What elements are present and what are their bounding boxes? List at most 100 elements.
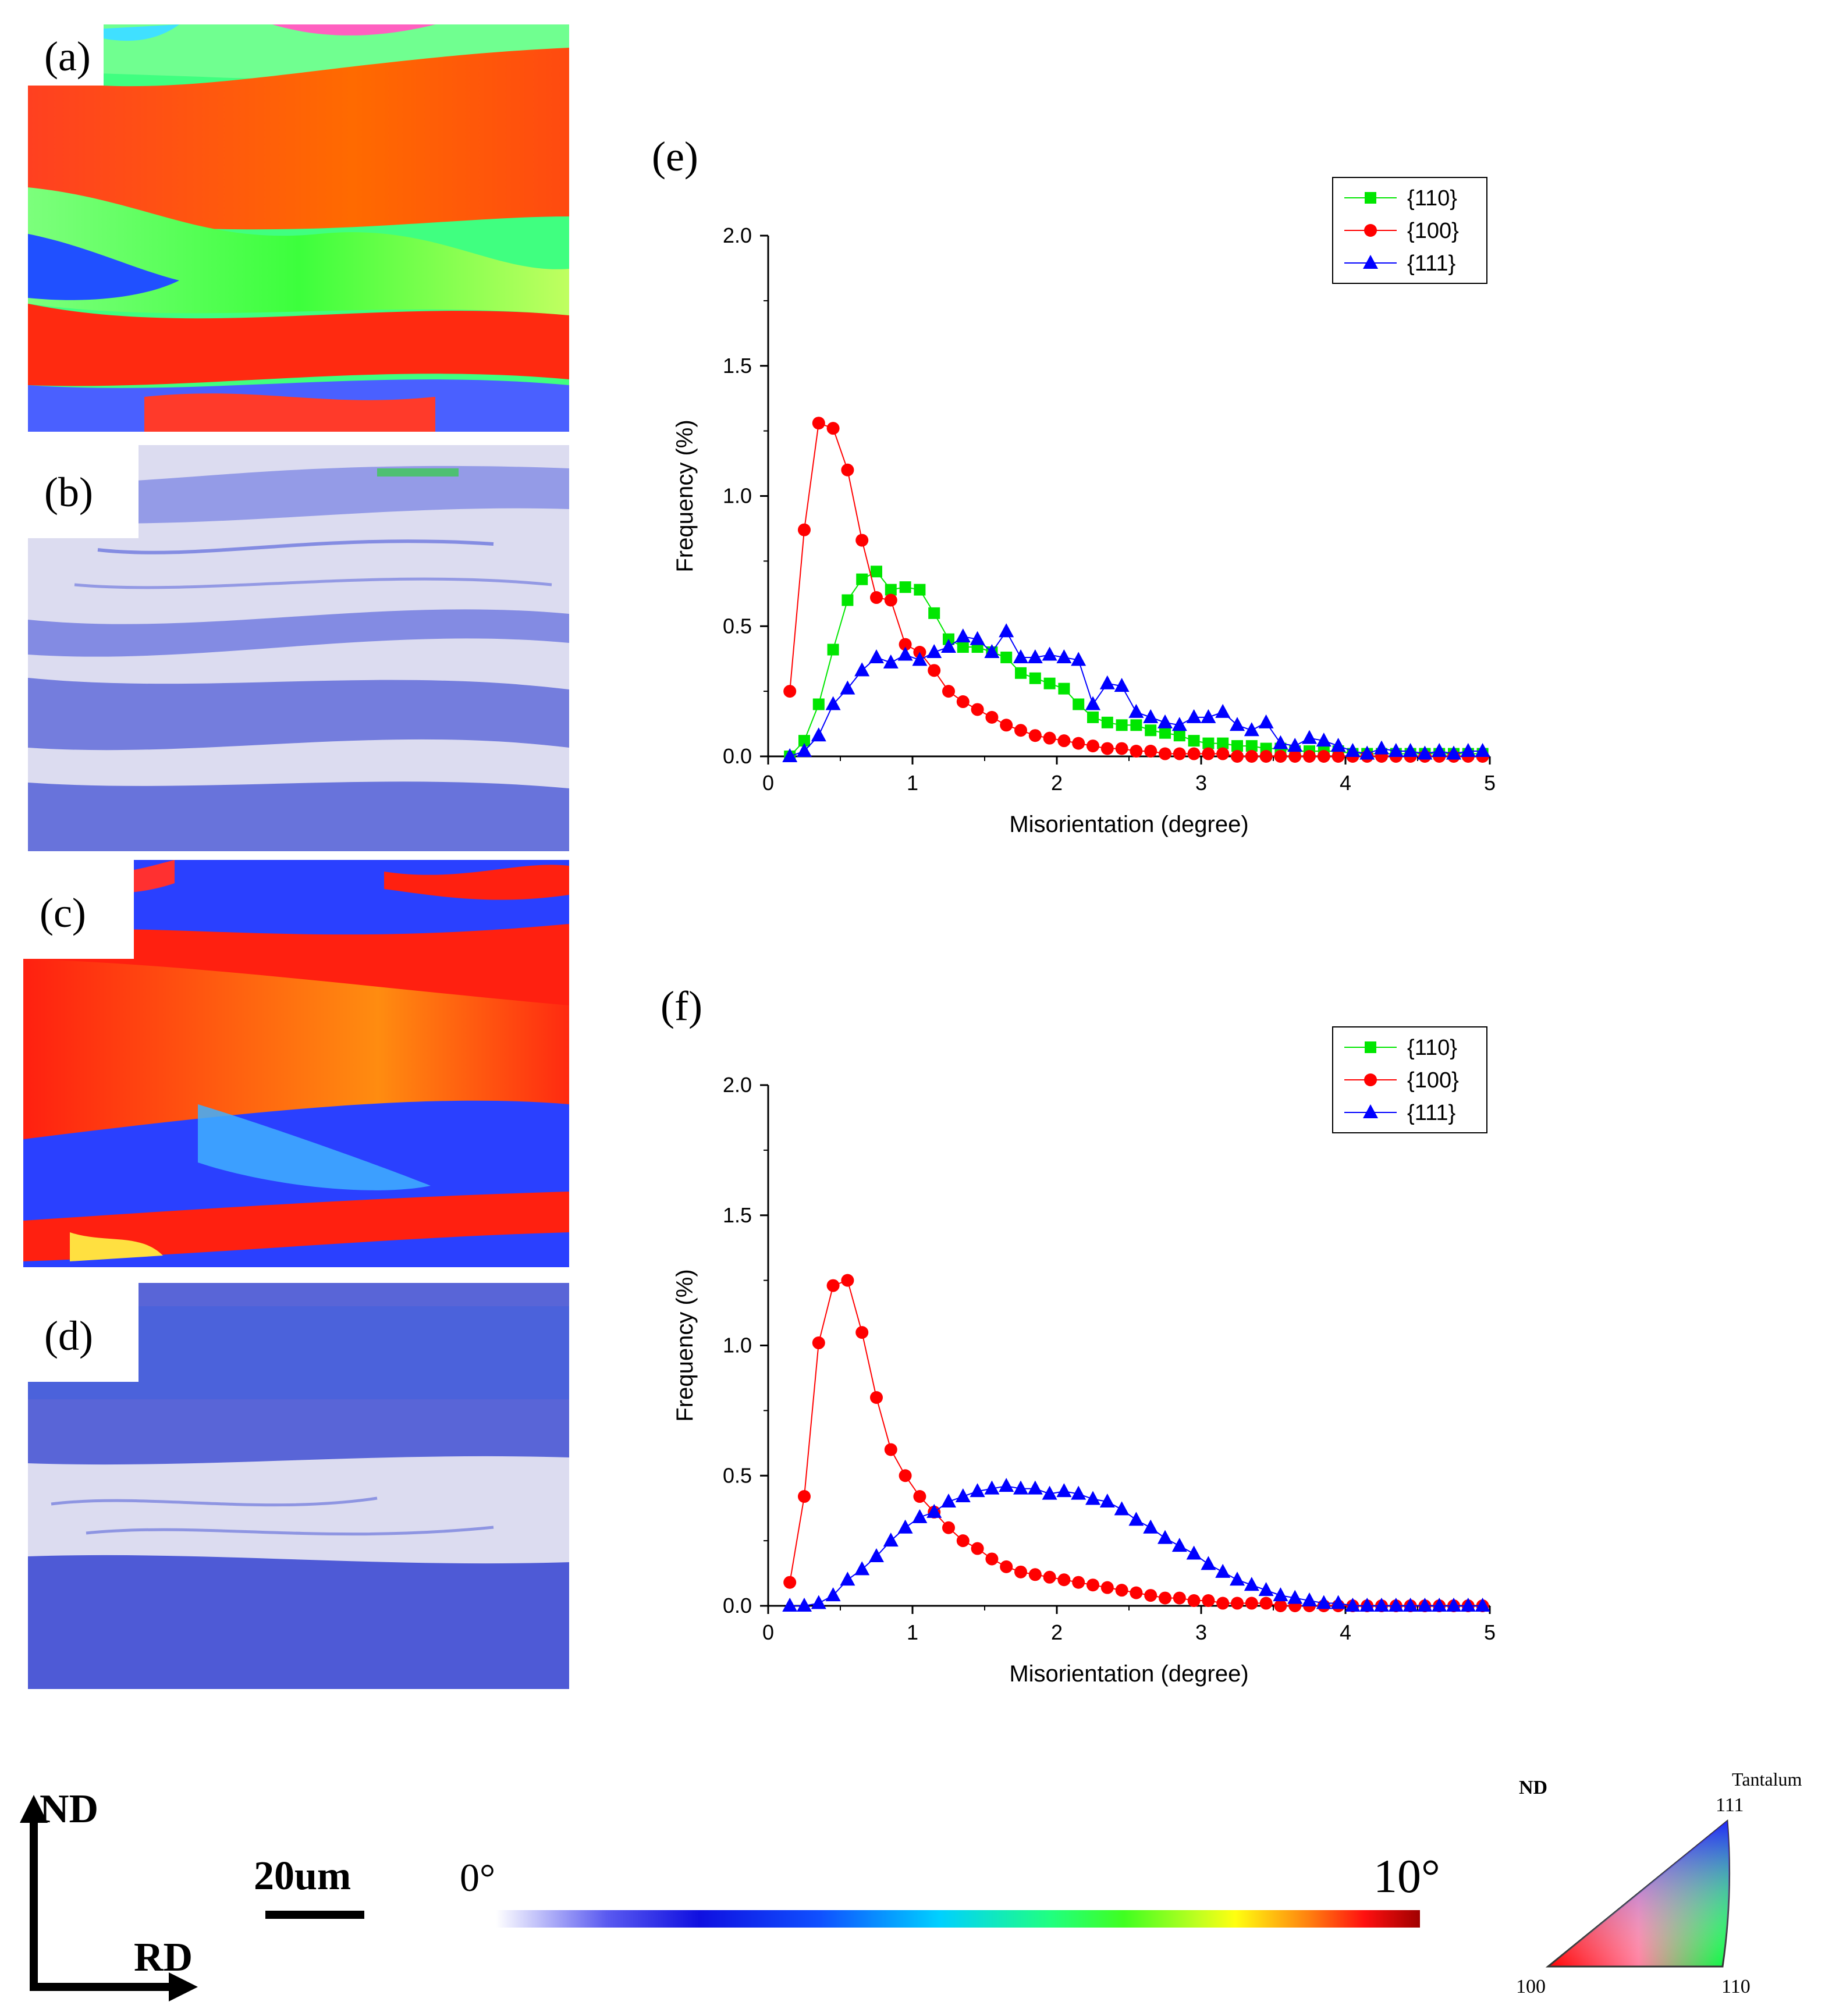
panel-label-b: (b) [28,445,139,538]
ipf-map-a [28,24,569,432]
colorbar-min-label: 0° [460,1855,496,1900]
y-tick-label: 1.5 [723,354,752,378]
data-point [782,1598,798,1612]
x-tick-label: 5 [1484,771,1496,795]
data-point [1159,727,1171,739]
series-111 [782,623,1490,762]
data-point [1115,1584,1128,1597]
data-point [1130,745,1143,758]
data-point [1028,729,1042,742]
data-point [985,710,999,724]
data-point [854,1561,870,1576]
data-point [1072,737,1085,750]
panel-label-a: (a) [28,24,104,86]
y-axis-title: Frequency (%) [672,419,698,572]
legend-label: {100} [1407,1068,1459,1093]
data-point [856,573,868,585]
data-point [1000,651,1013,663]
data-point [1013,649,1028,663]
data-point [1345,1598,1361,1612]
data-point [1245,750,1258,763]
data-point [1317,750,1330,763]
scale-bar [265,1911,364,1919]
data-point [1027,649,1043,663]
data-point [999,1478,1014,1492]
data-point [855,1326,869,1339]
nd-label: ND [40,1787,99,1832]
legend-marker [1364,1073,1377,1086]
data-point [1028,1568,1042,1581]
data-point [812,417,825,430]
data-point [1217,737,1229,749]
legend-marker [1365,192,1376,204]
legend-label: {110} [1407,1036,1457,1060]
chart-e: 0 1 2 3 4 5 0.0 0.5 1.0 1.5 2.0 Misorientation (deg… [672,177,1496,837]
data-point [1171,717,1187,731]
x-tick-label: 4 [1340,771,1351,795]
y-tick-label: 1.0 [723,484,752,508]
data-point [1202,737,1215,749]
ipf-nd-label: ND [1519,1777,1548,1798]
data-point [1099,1494,1115,1507]
data-point [1216,747,1230,760]
data-point [984,644,1000,658]
x-tick-label: 2 [1051,771,1063,795]
data-point [1144,745,1158,758]
data-point [1058,682,1070,695]
x-tick-label: 4 [1340,1620,1351,1644]
data-point [926,1503,942,1518]
y-tick-label: 0.0 [723,1594,752,1617]
data-point [1202,747,1215,760]
scale-bar-label: 20um [254,1854,351,1898]
data-point [1216,1597,1230,1610]
data-point [798,735,810,747]
data-point [1042,1485,1057,1500]
data-point [1302,730,1317,744]
series-line [789,1279,1483,1606]
data-point [914,584,926,596]
data-point [1388,743,1404,758]
data-point [797,743,812,758]
data-point [1128,1512,1144,1526]
data-point [869,1548,884,1562]
legend-label: {111} [1407,251,1455,276]
data-point [855,534,869,547]
ipf-110-label: 110 [1721,1976,1751,1997]
data-point [811,1595,826,1609]
data-point [970,631,985,645]
data-point [1359,745,1375,760]
rd-label: RD [134,1935,193,1980]
data-point [1475,743,1490,758]
data-point [1057,1573,1071,1587]
y-tick-label: 1.0 [723,1334,752,1357]
data-point [1014,1565,1027,1578]
data-point [1432,743,1447,758]
data-point [956,1534,970,1548]
y-tick-label: 2.0 [723,1073,752,1097]
data-point [1130,1586,1143,1599]
data-point [1374,740,1389,755]
data-point [1330,738,1346,752]
ipf-color-key [1513,1769,1816,2007]
data-point [1100,1581,1114,1594]
data-point [1201,709,1216,723]
data-point [1287,1590,1303,1604]
data-point [1258,1582,1274,1597]
data-point [1274,750,1287,763]
data-point [1015,667,1027,679]
data-point [854,662,870,677]
data-point [1158,714,1173,728]
data-point [783,685,797,698]
legend-label: {110} [1407,186,1457,211]
data-point [1258,714,1274,728]
data-point [826,1279,840,1292]
data-point [1460,1598,1476,1612]
data-point [957,641,969,653]
data-point [899,638,912,651]
data-point [1188,735,1200,747]
data-point [1288,750,1302,763]
data-point [798,523,811,536]
data-point [1231,750,1244,763]
legend-label: {111} [1407,1101,1455,1125]
data-point [985,1552,999,1566]
